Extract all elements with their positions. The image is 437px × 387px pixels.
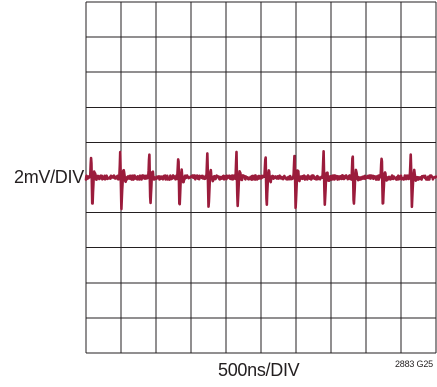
y-axis-label: 2mV/DIV	[14, 167, 84, 187]
x-axis-label: 500ns/DIV	[218, 360, 300, 380]
signal-trace	[84, 149, 437, 211]
grid	[85, 1, 437, 354]
figure-id-label: 2883 G25	[395, 359, 433, 369]
